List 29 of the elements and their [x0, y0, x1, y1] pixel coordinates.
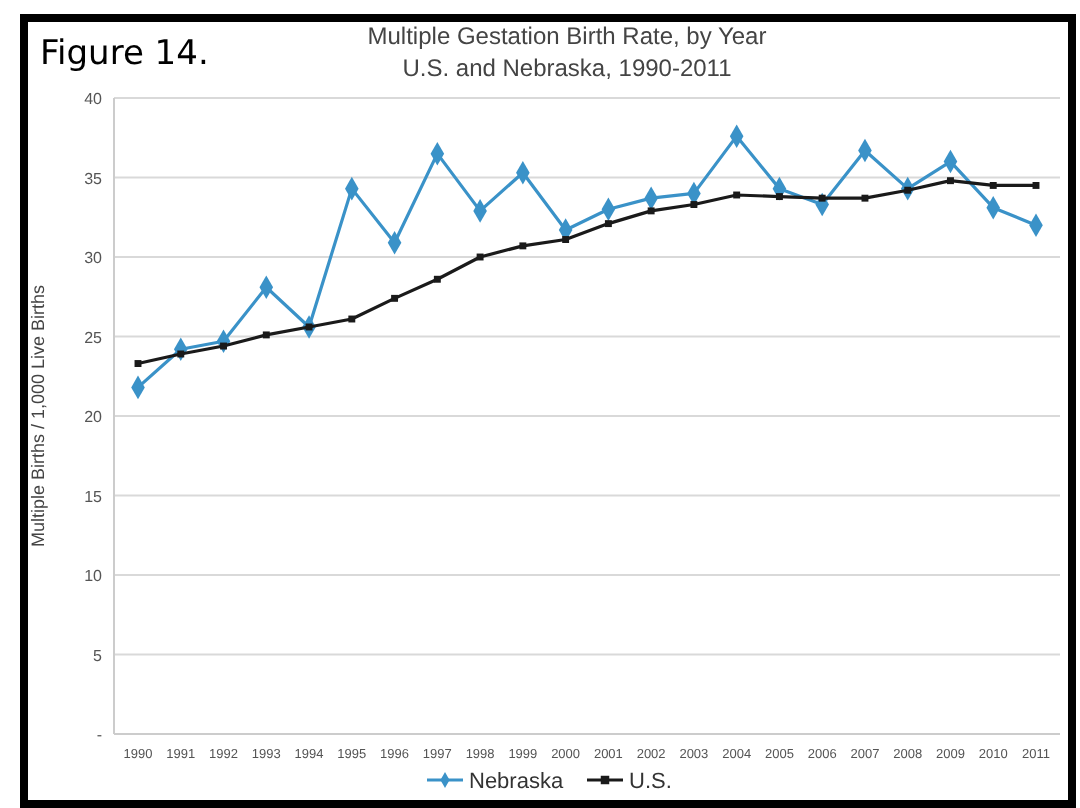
y-tick-label: 35: [84, 169, 104, 188]
point: [775, 193, 783, 201]
point: [818, 194, 826, 202]
point: [690, 201, 698, 208]
y-tick-label: 10: [84, 567, 104, 585]
point: [604, 220, 612, 228]
chart-subtitle: U.S. and Nebraska, 1990-2011: [402, 54, 733, 82]
point: [947, 177, 954, 185]
caption: Figure 14.: [40, 34, 209, 74]
y-tick-label: -: [96, 726, 103, 744]
point: [391, 294, 399, 302]
point: [647, 207, 655, 215]
point: [220, 342, 227, 350]
point: [861, 194, 869, 202]
legend-label: Nebraska: [469, 770, 565, 794]
y-tick-label: 30: [84, 249, 104, 267]
point: [262, 331, 270, 339]
point: [519, 242, 527, 250]
y-axis-title: Multiple Births / 1,000 Live Births: [28, 283, 48, 548]
point: [562, 236, 570, 243]
y-tick-label: 5: [93, 646, 104, 665]
point: [433, 275, 441, 283]
y-tick-label: 15: [84, 487, 104, 506]
chart-title: Multiple Gestation Birth Rate, by Year: [367, 22, 767, 50]
y-tick-label: 25: [84, 328, 104, 347]
point: [989, 181, 997, 189]
legend-label: U.S.: [629, 770, 672, 794]
y-tick-label: 40: [84, 90, 104, 108]
y-tick-label: 20: [84, 408, 104, 426]
